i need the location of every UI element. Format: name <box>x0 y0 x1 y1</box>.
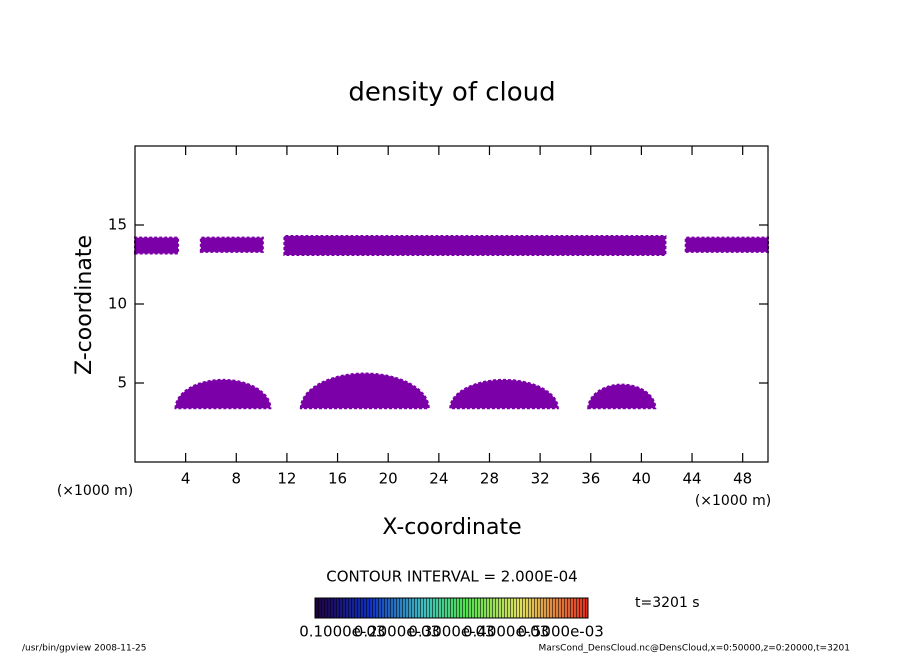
y-unit: (×1000 m) <box>57 483 133 499</box>
cloud-region <box>134 236 180 255</box>
x-tick-label: 24 <box>429 470 448 488</box>
x-tick-label: 40 <box>632 470 651 488</box>
footer-left: /usr/bin/gpview 2008-11-25 <box>22 644 146 654</box>
y-tick-label: 15 <box>108 216 127 234</box>
x-tick-label: 44 <box>682 470 701 488</box>
x-tick-label: 8 <box>232 470 242 488</box>
y-tick-label: 10 <box>108 295 127 313</box>
colorbar-label: 0.1000e-03 <box>299 623 385 641</box>
x-tick-label: 36 <box>581 470 600 488</box>
colorbar-label: 0.3000e-03 <box>408 623 494 641</box>
x-unit: (×1000 m) <box>695 493 771 509</box>
x-tick-label: 12 <box>277 470 296 488</box>
contour-interval: CONTOUR INTERVAL = 2.000E-04 <box>326 568 577 586</box>
x-tick-label: 16 <box>328 470 347 488</box>
cloud-region <box>684 236 769 253</box>
colorbar-label: 0.5000e-03 <box>518 623 604 641</box>
cloud-region <box>174 378 272 410</box>
colorbar-label: 0.2000e-03 <box>354 623 440 641</box>
footer-right: MarsCond_DensCloud.nc@DensCloud,x=0:5000… <box>539 644 851 654</box>
x-tick-label: 28 <box>480 470 499 488</box>
cloud-region <box>299 372 430 410</box>
x-tick-label: 20 <box>379 470 398 488</box>
y-axis-label: Z-coordinate <box>72 235 97 375</box>
x-tick-label: 32 <box>531 470 550 488</box>
cloud-region <box>199 236 264 253</box>
cloud-region <box>283 235 667 257</box>
time-label: t=3201 s <box>635 595 700 611</box>
x-tick-label: 4 <box>181 470 191 488</box>
y-tick-label: 5 <box>117 374 127 392</box>
x-tick-label: 48 <box>733 470 752 488</box>
chart-title: density of cloud <box>348 78 555 108</box>
x-axis-label: X-coordinate <box>382 515 521 540</box>
plot-frame <box>134 145 769 463</box>
cloud-region <box>449 378 559 410</box>
colorbar-stripes <box>315 598 588 618</box>
colorbar-label: 0.4000e-03 <box>463 623 549 641</box>
cloud-region <box>587 383 657 410</box>
